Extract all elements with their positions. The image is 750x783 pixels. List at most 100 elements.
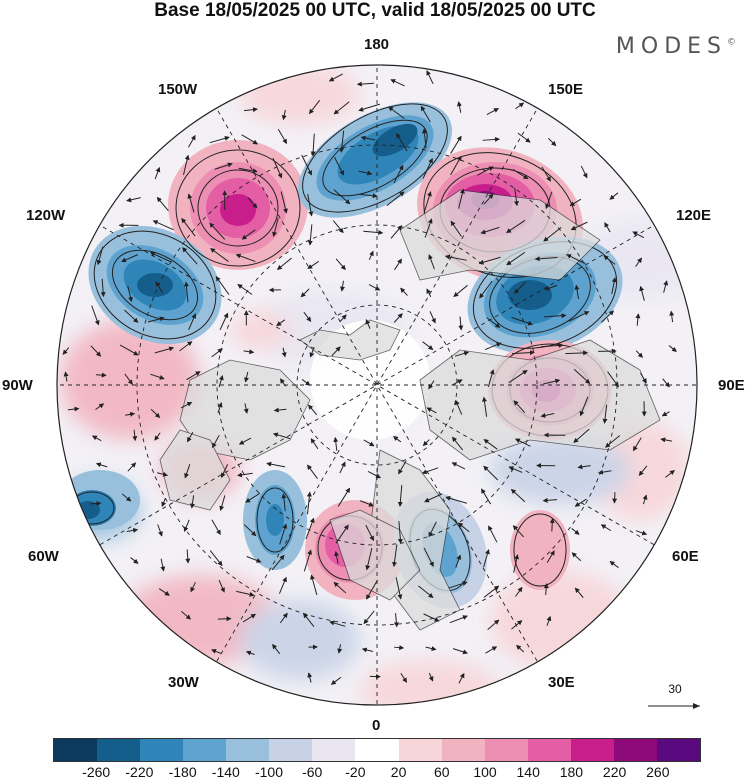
colorbar-swatch — [312, 739, 356, 761]
wind-arrow — [451, 379, 463, 386]
wind-arrow — [244, 371, 249, 383]
wind-arrow — [481, 488, 492, 505]
wind-arrow — [303, 549, 312, 572]
wind-arrow — [517, 132, 531, 143]
wind-arrow — [422, 341, 434, 350]
wind-arrow — [157, 524, 163, 537]
wind-arrow — [332, 220, 344, 234]
wind-arrow — [329, 620, 346, 627]
wind-arrow — [67, 406, 80, 412]
colorbar-ticks: -260 -220 -180 -140 -100 -60 -20 20 60 100 140 180 2… — [53, 764, 701, 782]
wind-arrow — [130, 557, 139, 564]
colorbar-swatch — [269, 739, 313, 761]
wind-arrow — [513, 187, 519, 207]
wind-arrow — [423, 547, 434, 568]
wind-arrow — [335, 524, 349, 544]
wind-arrow — [183, 519, 190, 533]
wind-arrow — [393, 164, 404, 184]
wind-arrow — [180, 401, 193, 409]
wind-arrow — [150, 408, 161, 419]
wind-arrow — [303, 311, 312, 322]
wind-arrow — [632, 231, 645, 239]
wind-arrow — [95, 462, 108, 468]
wind-arrow — [394, 258, 402, 271]
wind-arrow — [368, 250, 374, 261]
wind-arrow — [307, 464, 318, 480]
wind-arrow — [450, 155, 462, 176]
wind-arrow — [365, 524, 374, 542]
wind-arrow — [219, 495, 226, 512]
wind-arrow — [482, 396, 488, 417]
wind-arrow — [187, 431, 194, 443]
wind-arrow — [635, 350, 644, 358]
wind-arrow — [217, 402, 223, 414]
wind-arrow — [574, 284, 580, 300]
wind-arrow — [487, 369, 495, 387]
wind-arrow — [400, 673, 408, 683]
colorbar-swatch — [484, 739, 528, 761]
wind-arrow — [281, 109, 287, 121]
wind-arrow — [482, 136, 500, 142]
wind-arrow — [339, 314, 347, 323]
wind-arrow — [366, 579, 379, 600]
wind-arrow — [243, 524, 257, 537]
wind-arrow — [308, 100, 321, 115]
wind-arrow — [149, 252, 171, 263]
wind-arrow — [266, 461, 286, 468]
wind-arrow — [214, 162, 233, 170]
wind-arrow — [211, 649, 222, 655]
wind-arrow — [340, 280, 345, 292]
wind-arrow — [89, 500, 102, 506]
wind-arrow — [236, 590, 255, 597]
wind-arrow — [571, 528, 580, 535]
wind-arrow — [359, 193, 378, 199]
wind-arrow — [544, 313, 567, 319]
wind-arrow — [158, 588, 170, 596]
wind-arrow — [638, 465, 648, 476]
wind-vectors — [62, 70, 677, 685]
wind-arrow — [279, 612, 288, 624]
wind-arrow — [512, 350, 535, 356]
wind-arrow — [542, 497, 558, 503]
wind-arrow — [243, 403, 249, 414]
wind-arrow — [356, 81, 374, 87]
wind-arrow — [147, 316, 165, 323]
wind-arrow — [485, 646, 498, 654]
wind-arrow — [607, 371, 619, 388]
wind-arrow — [456, 101, 462, 113]
wind-arrow — [458, 316, 464, 331]
wind-arrow — [483, 465, 499, 481]
wind-arrow — [218, 375, 224, 388]
wind-arrow — [445, 495, 467, 504]
wind-arrow — [272, 643, 281, 655]
colorbar-tick-label: 220 — [602, 764, 627, 780]
wind-arrow — [426, 407, 437, 414]
colorbar-tick-label: -60 — [302, 764, 323, 780]
colorbar-swatch — [140, 739, 184, 761]
label-30w: 30W — [168, 674, 199, 691]
wind-arrow — [573, 368, 591, 384]
wind-arrow — [358, 170, 373, 176]
wind-arrow — [309, 347, 315, 358]
wind-arrow — [635, 313, 641, 326]
vector-scale: 30 — [640, 682, 710, 712]
wind-arrow — [337, 644, 343, 654]
wind-arrow — [545, 191, 553, 210]
wind-arrow — [395, 577, 403, 600]
wind-arrow — [480, 226, 500, 235]
wind-arrow — [668, 345, 677, 352]
wind-arrow — [154, 432, 161, 441]
wind-arrow — [428, 521, 437, 538]
wind-arrow — [181, 217, 196, 237]
wind-arrow — [271, 554, 285, 571]
wind-arrow — [154, 346, 175, 354]
wind-arrow — [569, 198, 582, 207]
wind-arrow — [95, 372, 107, 378]
wind-arrow — [508, 466, 523, 473]
wind-arrow — [398, 460, 407, 475]
label-150e: 150E — [548, 81, 584, 98]
wind-arrow — [597, 469, 612, 475]
wind-arrow — [310, 574, 318, 595]
wind-arrow — [339, 130, 345, 153]
